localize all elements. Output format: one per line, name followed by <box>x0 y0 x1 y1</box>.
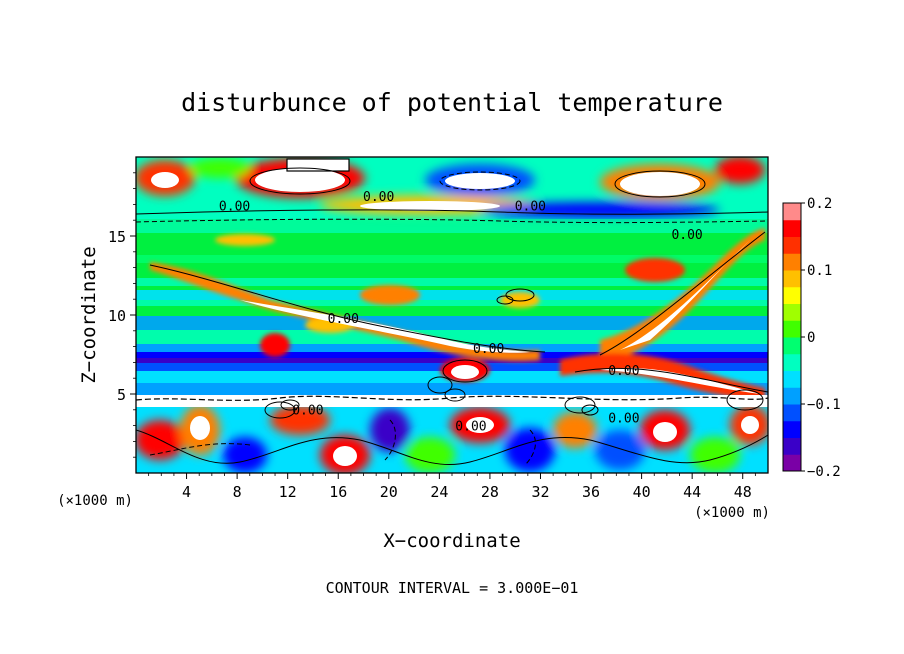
x-tick-label: 36 <box>582 483 600 501</box>
contour-label: 0.00 <box>292 404 323 419</box>
colorbar-swatch <box>783 303 801 321</box>
contour-label: 0.00 <box>455 419 486 434</box>
y-axis-label: Z−coordinate <box>78 246 100 383</box>
x-tick-label: 12 <box>279 483 297 501</box>
y-tick-label: 10 <box>108 307 126 325</box>
y-tick-label: 5 <box>117 386 126 404</box>
contour-label: 0.00 <box>219 200 250 215</box>
contour-label: 0.00 <box>328 312 359 327</box>
x-unit-right: (×1000 m) <box>694 505 770 521</box>
contour-label: 0.00 <box>608 411 639 426</box>
x-tick-label: 16 <box>329 483 347 501</box>
x-tick-label: 20 <box>380 483 398 501</box>
colorbar-swatch <box>783 320 801 338</box>
colorbar-tick-label: 0.1 <box>807 263 832 279</box>
colorbar-swatch <box>783 236 801 254</box>
x-tick-label: 40 <box>633 483 651 501</box>
x-axis-label: X−coordinate <box>383 530 520 552</box>
x-tick-label: 28 <box>481 483 499 501</box>
y-axis: 5 10 15 <box>108 172 136 458</box>
contour-label: 0.00 <box>515 200 546 215</box>
y-tick-label: 15 <box>108 228 126 246</box>
colorbar-swatch <box>783 253 801 271</box>
colorbar-swatch <box>783 454 801 472</box>
colorbar-swatch <box>783 370 801 388</box>
colorbar-swatch <box>783 337 801 355</box>
mid-layer-field <box>150 228 765 400</box>
chart-title: disturbunce of potential temperature <box>181 88 723 117</box>
contour-label: 0.00 <box>608 364 639 379</box>
colorbar-swatch <box>783 219 801 237</box>
x-tick-label: 8 <box>233 483 242 501</box>
contour-interval-note: CONTOUR INTERVAL = 3.000E−01 <box>326 579 579 597</box>
contour-label: 0.00 <box>671 228 702 243</box>
plot-area: 0.00 0.00 0.00 0.00 0.00 0.00 0.00 0.00 0.00 0.00 <box>136 157 768 473</box>
x-axis: 4 8 12 16 20 24 28 32 36 40 44 48 <box>148 473 756 501</box>
x-unit-left: (×1000 m) <box>57 493 133 509</box>
x-tick-label: 44 <box>683 483 701 501</box>
colorbar-tick-label: 0 <box>807 330 815 346</box>
contour-label: 0.00 <box>363 190 394 205</box>
colorbar-swatch <box>783 437 801 455</box>
colorbar-swatch <box>783 270 801 288</box>
colorbar-swatch <box>783 353 801 371</box>
colorbar-swatch <box>783 387 801 405</box>
colorbar-swatch <box>783 286 801 304</box>
contour-labels: 0.00 0.00 0.00 0.00 0.00 0.00 0.00 0.00 0.00 0.00 <box>219 190 703 434</box>
colorbar-swatch <box>783 203 801 221</box>
x-tick-label: 48 <box>734 483 752 501</box>
x-tick-label: 4 <box>182 483 191 501</box>
contour-lines <box>136 167 768 466</box>
colorbar-tick-label: −0.1 <box>807 397 841 413</box>
x-tick-label: 32 <box>531 483 549 501</box>
colorbar-tick-label: −0.2 <box>807 464 841 480</box>
colorbar-swatch <box>783 404 801 422</box>
x-tick-label: 24 <box>430 483 448 501</box>
colorbar: 0.2 0.1 0 −0.1 −0.2 <box>782 196 841 480</box>
colorbar-tick-label: 0.2 <box>807 196 832 212</box>
colorbar-swatch <box>783 420 801 438</box>
contour-label: 0.00 <box>473 342 504 357</box>
